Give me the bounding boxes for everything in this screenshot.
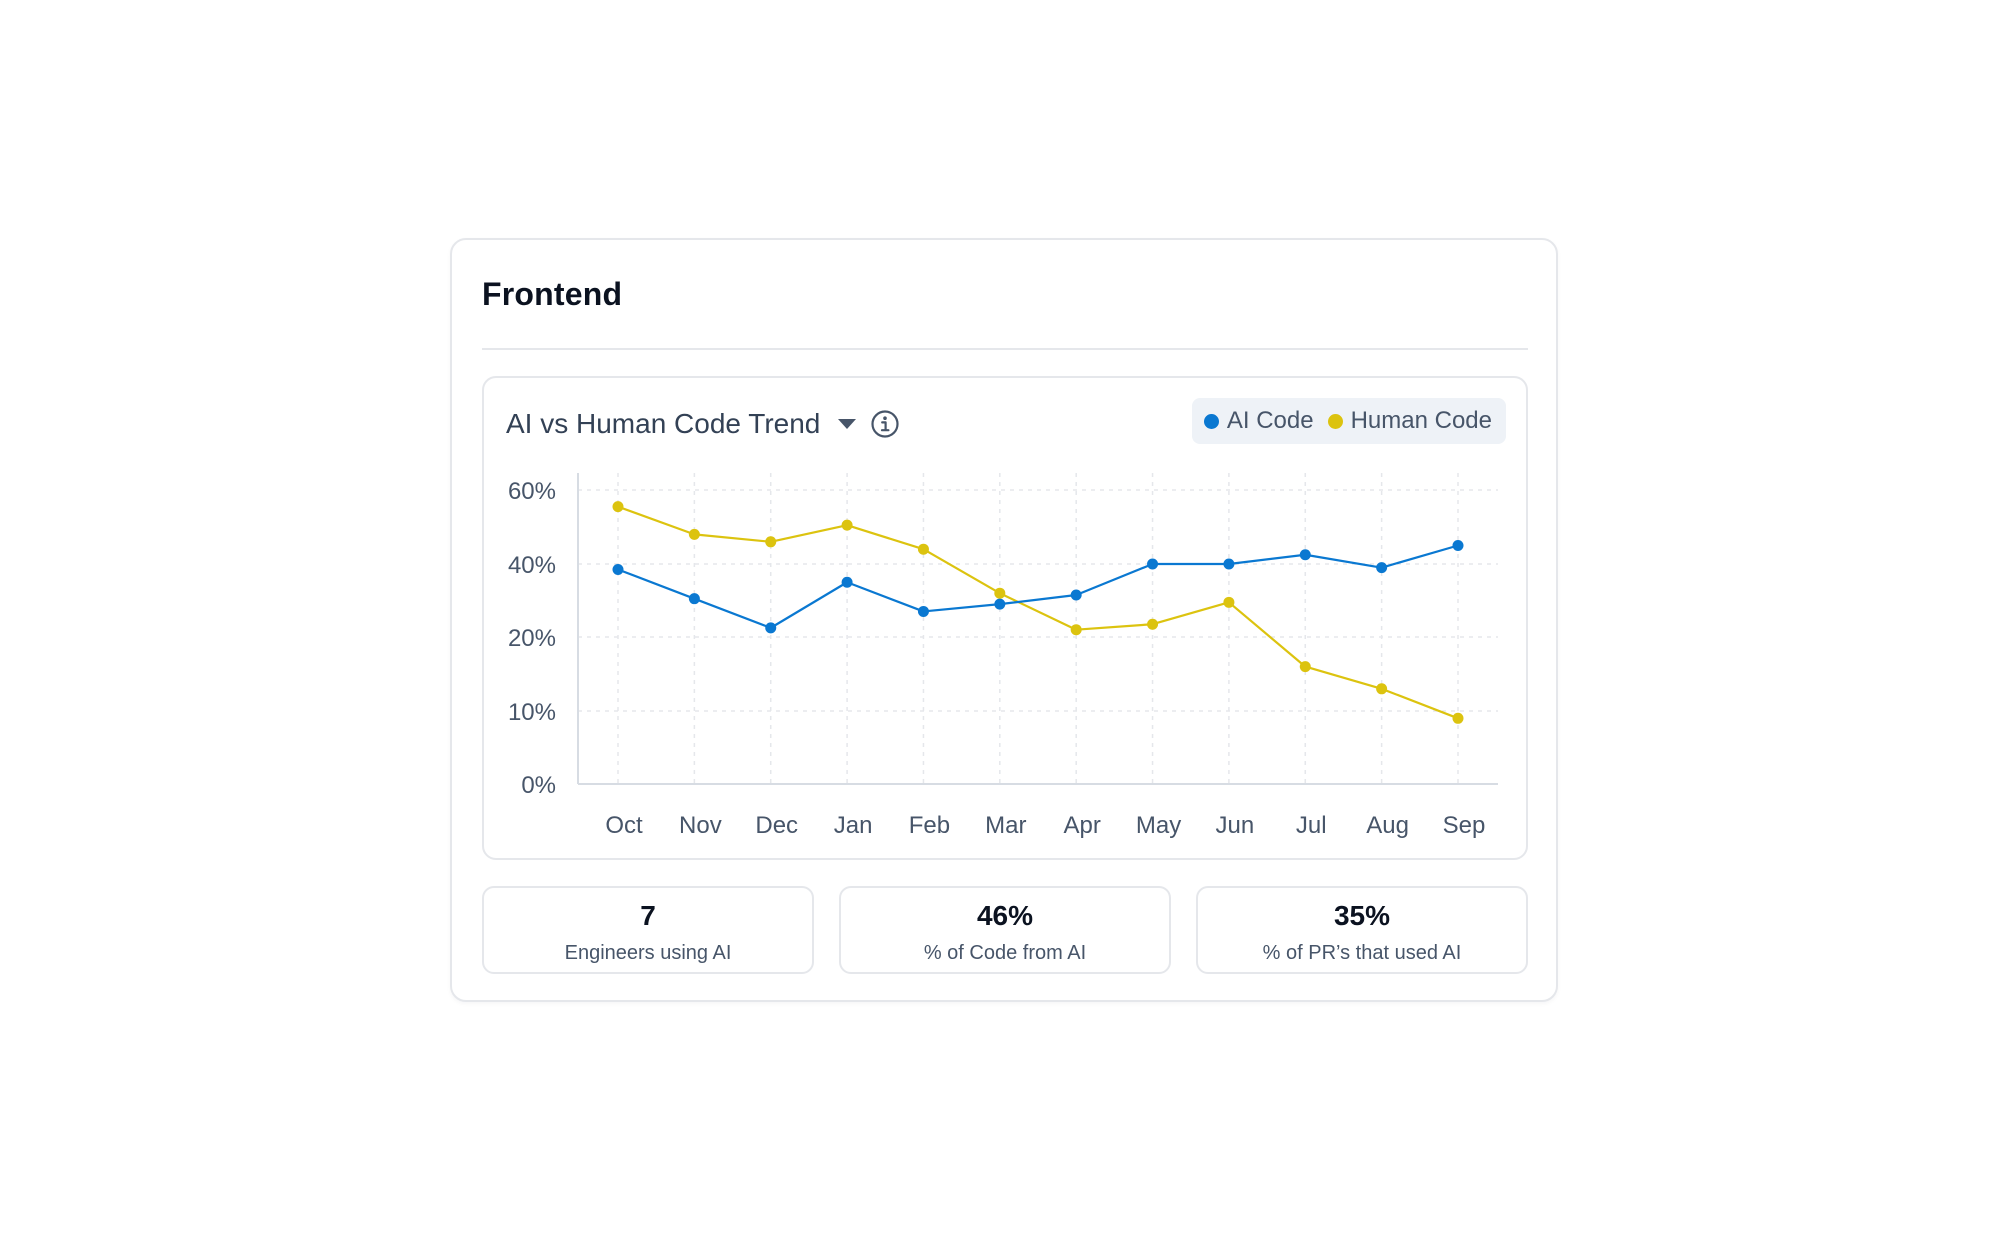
x-tick-label: Apr xyxy=(1064,812,1101,839)
chart-panel: 0% 10% 20% 40% 60% Oct Nov Dec Jan Feb Mar Apr May Ju… xyxy=(482,376,1528,860)
x-tick-label: Jul xyxy=(1296,812,1327,839)
legend-item-ai-code[interactable]: AI Code xyxy=(1203,407,1314,435)
data-point-ai-code[interactable] xyxy=(1452,540,1464,551)
data-point-human-code[interactable] xyxy=(688,528,700,540)
data-point-ai-code[interactable] xyxy=(1147,558,1159,570)
y-tick-label: 20% xyxy=(508,625,556,652)
stat-prs-used-ai: 35% % of PR’s that used AI xyxy=(1196,886,1528,974)
data-point-ai-code[interactable] xyxy=(688,593,700,605)
data-point-human-code[interactable] xyxy=(1147,618,1159,630)
stat-label: Engineers using AI xyxy=(564,942,732,964)
stat-label: % of PR’s that used AI xyxy=(1262,942,1462,964)
y-tick-label: 40% xyxy=(508,552,556,579)
data-point-human-code[interactable] xyxy=(1223,596,1235,608)
x-tick-label: Oct xyxy=(605,812,643,839)
x-tick-label: Mar xyxy=(985,812,1026,839)
legend-label-human-code: Human Code xyxy=(1350,407,1492,434)
data-point-human-code[interactable] xyxy=(765,536,777,548)
y-tick-label: 10% xyxy=(508,699,556,726)
x-tick-label: Feb xyxy=(909,812,950,839)
y-tick-label: 0% xyxy=(521,772,556,799)
data-point-human-code[interactable] xyxy=(1299,661,1311,673)
card-divider xyxy=(482,348,1528,350)
data-point-human-code[interactable] xyxy=(612,501,624,513)
data-point-human-code[interactable] xyxy=(1376,683,1388,695)
data-point-human-code[interactable] xyxy=(1452,712,1464,724)
data-point-ai-code[interactable] xyxy=(994,598,1006,610)
chart-legend: AI Code Human Code xyxy=(1191,398,1506,444)
x-tick-label: Dec xyxy=(755,812,798,839)
x-tick-label: Aug xyxy=(1366,812,1409,839)
frontend-card: Frontend 0% 10% 20% 40% 60% Oct Nov Dec Jan Feb Ma… xyxy=(450,238,1558,1002)
legend-dot-human-code xyxy=(1327,413,1343,429)
data-point-human-code[interactable] xyxy=(841,519,853,531)
info-icon[interactable] xyxy=(870,409,900,439)
chart-title: AI vs Human Code Trend xyxy=(506,408,821,439)
data-point-human-code[interactable] xyxy=(917,543,929,555)
data-point-ai-code[interactable] xyxy=(841,576,853,588)
chart-header: AI vs Human Code Trend xyxy=(506,404,900,444)
stat-label: % of Code from AI xyxy=(923,942,1087,964)
caret-down-icon[interactable] xyxy=(836,413,858,435)
x-tick-label: Sep xyxy=(1443,812,1486,839)
data-point-ai-code[interactable] xyxy=(612,563,624,575)
stat-value: 35% xyxy=(1333,900,1391,931)
x-tick-label: Nov xyxy=(679,812,722,839)
x-tick-label: May xyxy=(1136,812,1181,839)
legend-item-human-code[interactable]: Human Code xyxy=(1327,407,1492,435)
data-point-ai-code[interactable] xyxy=(765,622,777,634)
trend-chart: 0% 10% 20% 40% 60% Oct Nov Dec Jan Feb Mar Apr May Ju… xyxy=(508,473,1498,839)
legend-dot-ai-code xyxy=(1203,413,1219,429)
x-tick-label: Jan xyxy=(834,812,873,839)
data-point-ai-code[interactable] xyxy=(1299,549,1311,561)
legend-label-ai-code: AI Code xyxy=(1226,407,1314,434)
data-point-human-code[interactable] xyxy=(1070,624,1082,636)
stat-code-from-ai: 46% % of Code from AI xyxy=(839,886,1171,974)
data-point-human-code[interactable] xyxy=(994,587,1006,599)
data-point-ai-code[interactable] xyxy=(1070,589,1082,601)
stat-value: 7 xyxy=(640,900,656,931)
series-line-human-code xyxy=(617,505,1459,720)
stats-row: 7 Engineers using AI 46% % of Code from … xyxy=(482,886,1528,974)
x-tick-label: Jun xyxy=(1216,812,1255,839)
series-line-ai-code xyxy=(617,544,1459,629)
card-title: Frontend xyxy=(482,276,623,312)
y-tick-label: 60% xyxy=(508,478,556,505)
data-point-ai-code[interactable] xyxy=(1223,558,1235,570)
data-point-ai-code[interactable] xyxy=(1376,562,1388,574)
stat-value: 46% xyxy=(976,900,1034,931)
stat-engineers-using-ai: 7 Engineers using AI xyxy=(482,886,814,974)
data-point-ai-code[interactable] xyxy=(917,605,929,617)
